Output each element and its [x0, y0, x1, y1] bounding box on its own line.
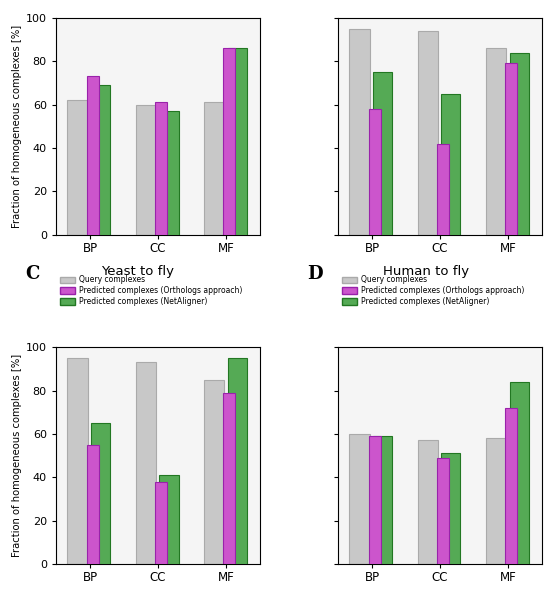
Bar [136, 104, 156, 235]
Bar [91, 423, 110, 564]
Bar [442, 454, 461, 564]
Bar [159, 111, 178, 235]
Legend: Query complexes, Predicted complexes (Orthologs approach), Predicted complexes (: Query complexes, Predicted complexes (Or… [342, 275, 524, 306]
Bar [68, 100, 88, 235]
Bar [159, 475, 178, 564]
Y-axis label: Fraction of homogeneous complexes [%]: Fraction of homogeneous complexes [%] [12, 25, 22, 228]
Bar [155, 482, 167, 564]
Text: D: D [307, 265, 323, 283]
Bar [349, 29, 370, 235]
Bar [437, 143, 449, 235]
Bar [223, 393, 235, 564]
Text: Human to fly: Human to fly [383, 265, 469, 278]
Legend: Query complexes, Predicted complexes (Orthologs approach), Predicted complexes (: Query complexes, Predicted complexes (Or… [60, 275, 242, 306]
Bar [505, 408, 517, 564]
Bar [68, 358, 88, 564]
Bar [87, 76, 99, 235]
Bar [368, 436, 381, 564]
Bar [203, 103, 224, 235]
Bar [228, 49, 247, 235]
Bar [223, 49, 235, 235]
Bar [155, 103, 167, 235]
Text: C: C [25, 265, 40, 283]
Bar [437, 458, 449, 564]
Bar [486, 439, 506, 564]
Text: Yeast to fly: Yeast to fly [101, 265, 174, 278]
Bar [91, 85, 110, 235]
Bar [373, 436, 392, 564]
Bar [486, 49, 506, 235]
Bar [349, 434, 370, 564]
Bar [418, 440, 438, 564]
Bar [510, 382, 529, 564]
Bar [442, 94, 461, 235]
Bar [373, 72, 392, 235]
Bar [510, 53, 529, 235]
Bar [418, 31, 438, 235]
Bar [87, 445, 99, 564]
Bar [203, 380, 224, 564]
Bar [136, 362, 156, 564]
Bar [228, 358, 247, 564]
Y-axis label: Fraction of homogeneous complexes [%]: Fraction of homogeneous complexes [%] [12, 354, 22, 557]
Bar [505, 64, 517, 235]
Bar [368, 109, 381, 235]
